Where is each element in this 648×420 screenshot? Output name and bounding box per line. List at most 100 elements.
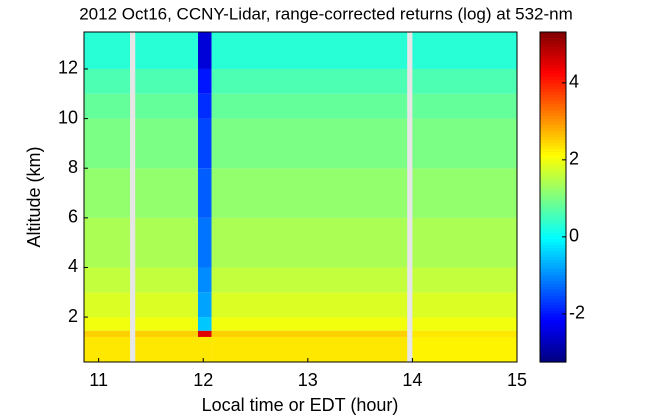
colorbar-segment [540,302,566,306]
colorbar-segment [540,299,566,303]
heatmap-cell [84,217,131,268]
heatmap-cell [198,317,212,331]
colorbar-segment [540,311,566,315]
heatmap-cell [135,68,199,94]
colorbar-segment [540,164,566,168]
colorbar-segment [540,50,566,54]
colorbar-segment [540,320,566,324]
heatmap-cell [198,93,212,119]
colorbar-segment [540,92,566,96]
colorbar-segment [540,104,566,108]
colorbar-segment [540,329,566,333]
heatmap-cell [412,330,517,337]
y-axis-label: Altitude (km) [24,146,44,247]
colorbar-segment [540,227,566,231]
colorbar-segment [540,179,566,183]
heatmap-cell [135,32,199,69]
x-tick-label: 15 [507,370,527,390]
x-tick-label: 14 [402,370,422,390]
colorbar-segment [540,350,566,354]
colorbar-segment [540,284,566,288]
colorbar-segment [540,254,566,258]
colorbar-segment [540,308,566,312]
heatmap-cell [211,93,408,119]
heatmap-cell [211,317,408,331]
heatmap-cell [198,217,212,268]
heatmap-cell [198,68,212,94]
colorbar-segment [540,62,566,66]
x-tick-label: 12 [193,370,213,390]
y-tick-label: 6 [68,207,78,227]
colorbar-segment [540,257,566,261]
colorbar: -2 0 2 4 [539,31,585,363]
colorbar-segment [540,176,566,180]
heatmap-cell [135,118,199,169]
colorbar-segment [540,41,566,45]
axes: 11 12 13 14 15 2 4 6 8 10 12 [58,31,527,390]
chart-title: 2012 Oct16, CCNY-Lidar, range-corrected … [79,4,573,23]
colorbar-segment [540,335,566,339]
heatmap-cell [211,217,408,268]
heatmap-cell [198,267,212,293]
heatmap-cell [198,330,212,337]
colorbar-segment [540,326,566,330]
heatmap-cell [412,32,517,69]
heatmap-cell [135,267,199,293]
colorbar-segment [540,338,566,342]
colorbar-segment [540,134,566,138]
colorbar-segment [540,263,566,267]
y-tick-label: 2 [68,306,78,326]
colorbar-segment [540,356,566,360]
colorbar-segment [540,80,566,84]
colorbar-segment [540,215,566,219]
heatmap-cell [84,317,131,331]
heatmap-cell [135,330,199,337]
heatmap-cell [211,267,408,293]
colorbar-segment [540,140,566,144]
colorbar-segment [540,209,566,213]
heatmap-cell [198,336,212,362]
colorbar-segment [540,170,566,174]
colorbar-segment [540,110,566,114]
colorbar-segment [540,125,566,129]
colorbar-tick-label: 0 [569,226,579,246]
colorbar-segment [540,149,566,153]
colorbar-segment [540,158,566,162]
colorbar-segment [540,206,566,210]
heatmap-cell [135,336,199,362]
colorbar-segment [540,122,566,126]
colorbar-segment [540,59,566,63]
heatmap-cell [211,118,408,169]
heatmap-cell [412,118,517,169]
colorbar-segment [540,293,566,297]
colorbar-segment [540,221,566,225]
colorbar-segment [540,116,566,120]
colorbar-tick-label: 2 [569,149,579,169]
colorbar-segment [540,71,566,75]
heatmap-cell [84,336,131,362]
colorbar-segment [540,107,566,111]
heatmap-cell [412,267,517,293]
plot-frame [83,31,518,363]
colorbar-segment [540,287,566,291]
heatmap-cell [412,217,517,268]
colorbar-segment [540,77,566,81]
colorbar-segment [540,242,566,246]
colorbar-segment [540,53,566,57]
colorbar-segment [540,152,566,156]
colorbar-segment [540,65,566,69]
heatmap-cell [211,330,408,337]
colorbar-segment [540,143,566,147]
colorbar-segment [540,251,566,255]
colorbar-segment [540,296,566,300]
heatmap-cell [135,168,199,218]
x-tick-label: 11 [89,370,108,390]
colorbar-segment [540,200,566,204]
colorbar-segment [540,332,566,336]
colorbar-segment [540,68,566,72]
colorbar-segment [540,353,566,357]
heatmap-cells [84,32,517,362]
colorbar-segment [540,203,566,207]
colorbar-tick-label: 4 [569,72,579,92]
